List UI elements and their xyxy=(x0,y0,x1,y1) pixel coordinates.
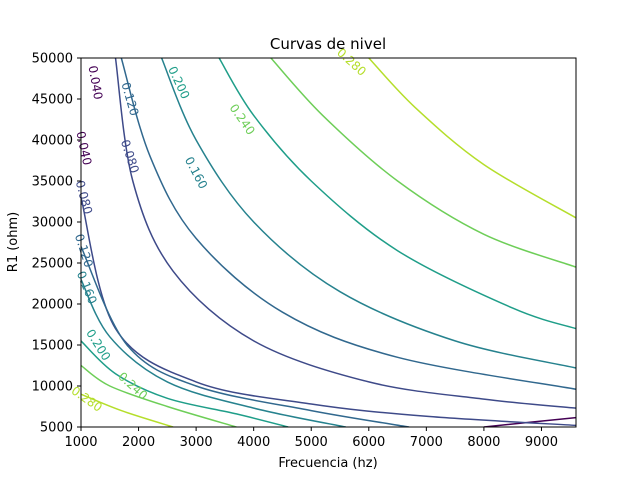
y-tick-label: 45000 xyxy=(32,93,73,108)
y-tick-label: 20000 xyxy=(32,298,73,313)
y-tick-label: 30000 xyxy=(32,216,73,231)
x-tick-label: 8000 xyxy=(467,435,500,450)
y-axis-label: R1 (ohm) xyxy=(6,212,21,272)
plot-area: 0.0400.0400.0800.1200.1600.2000.2400.280… xyxy=(69,45,577,428)
contour-line-0.080 xyxy=(114,58,576,409)
y-tick-label: 50000 xyxy=(32,52,73,67)
plot-frame xyxy=(80,57,577,428)
x-tick-label: 9000 xyxy=(525,435,558,450)
contour-line-0.120 xyxy=(120,58,576,391)
y-tick-label: 5000 xyxy=(40,421,73,436)
contour-line-0.240 xyxy=(81,364,237,427)
y-axis: 5000 10000 15000 20000 25000 30000 35000 40000 4… xyxy=(32,52,81,436)
contour-line-0.160 xyxy=(160,58,576,369)
x-tick-label: 4000 xyxy=(237,435,270,450)
y-tick-label: 40000 xyxy=(32,134,73,149)
x-tick-label: 7000 xyxy=(410,435,443,450)
contour-lines xyxy=(81,58,576,427)
contour-label: 0.040 xyxy=(73,130,94,167)
y-tick-label: 35000 xyxy=(32,175,73,190)
contour-label: 0.040 xyxy=(86,64,106,100)
x-tick-label: 2000 xyxy=(122,435,155,450)
x-tick-label: 6000 xyxy=(352,435,385,450)
contour-line-0.200 xyxy=(81,340,289,427)
x-tick-label: 1000 xyxy=(64,435,97,450)
x-axis: 1000 2000 3000 4000 5000 6000 7000 8000 9000 xyxy=(64,427,558,450)
contour-line-0.280 xyxy=(368,58,576,219)
contour-line-0.280 xyxy=(81,393,174,427)
x-tick-label: 5000 xyxy=(295,435,328,450)
x-tick-label: 3000 xyxy=(180,435,213,450)
contour-line-0.120 xyxy=(81,246,410,427)
contour-line-0.240 xyxy=(270,58,576,268)
y-tick-label: 15000 xyxy=(32,339,73,354)
x-axis-label: Frecuencia (hz) xyxy=(278,456,377,471)
chart-title: Curvas de nivel xyxy=(270,35,386,53)
y-tick-label: 25000 xyxy=(32,257,73,272)
contour-line-0.160 xyxy=(81,279,346,427)
contour-line-0.200 xyxy=(218,58,576,330)
plot-background xyxy=(81,58,576,427)
y-tick-label: 10000 xyxy=(32,380,73,395)
